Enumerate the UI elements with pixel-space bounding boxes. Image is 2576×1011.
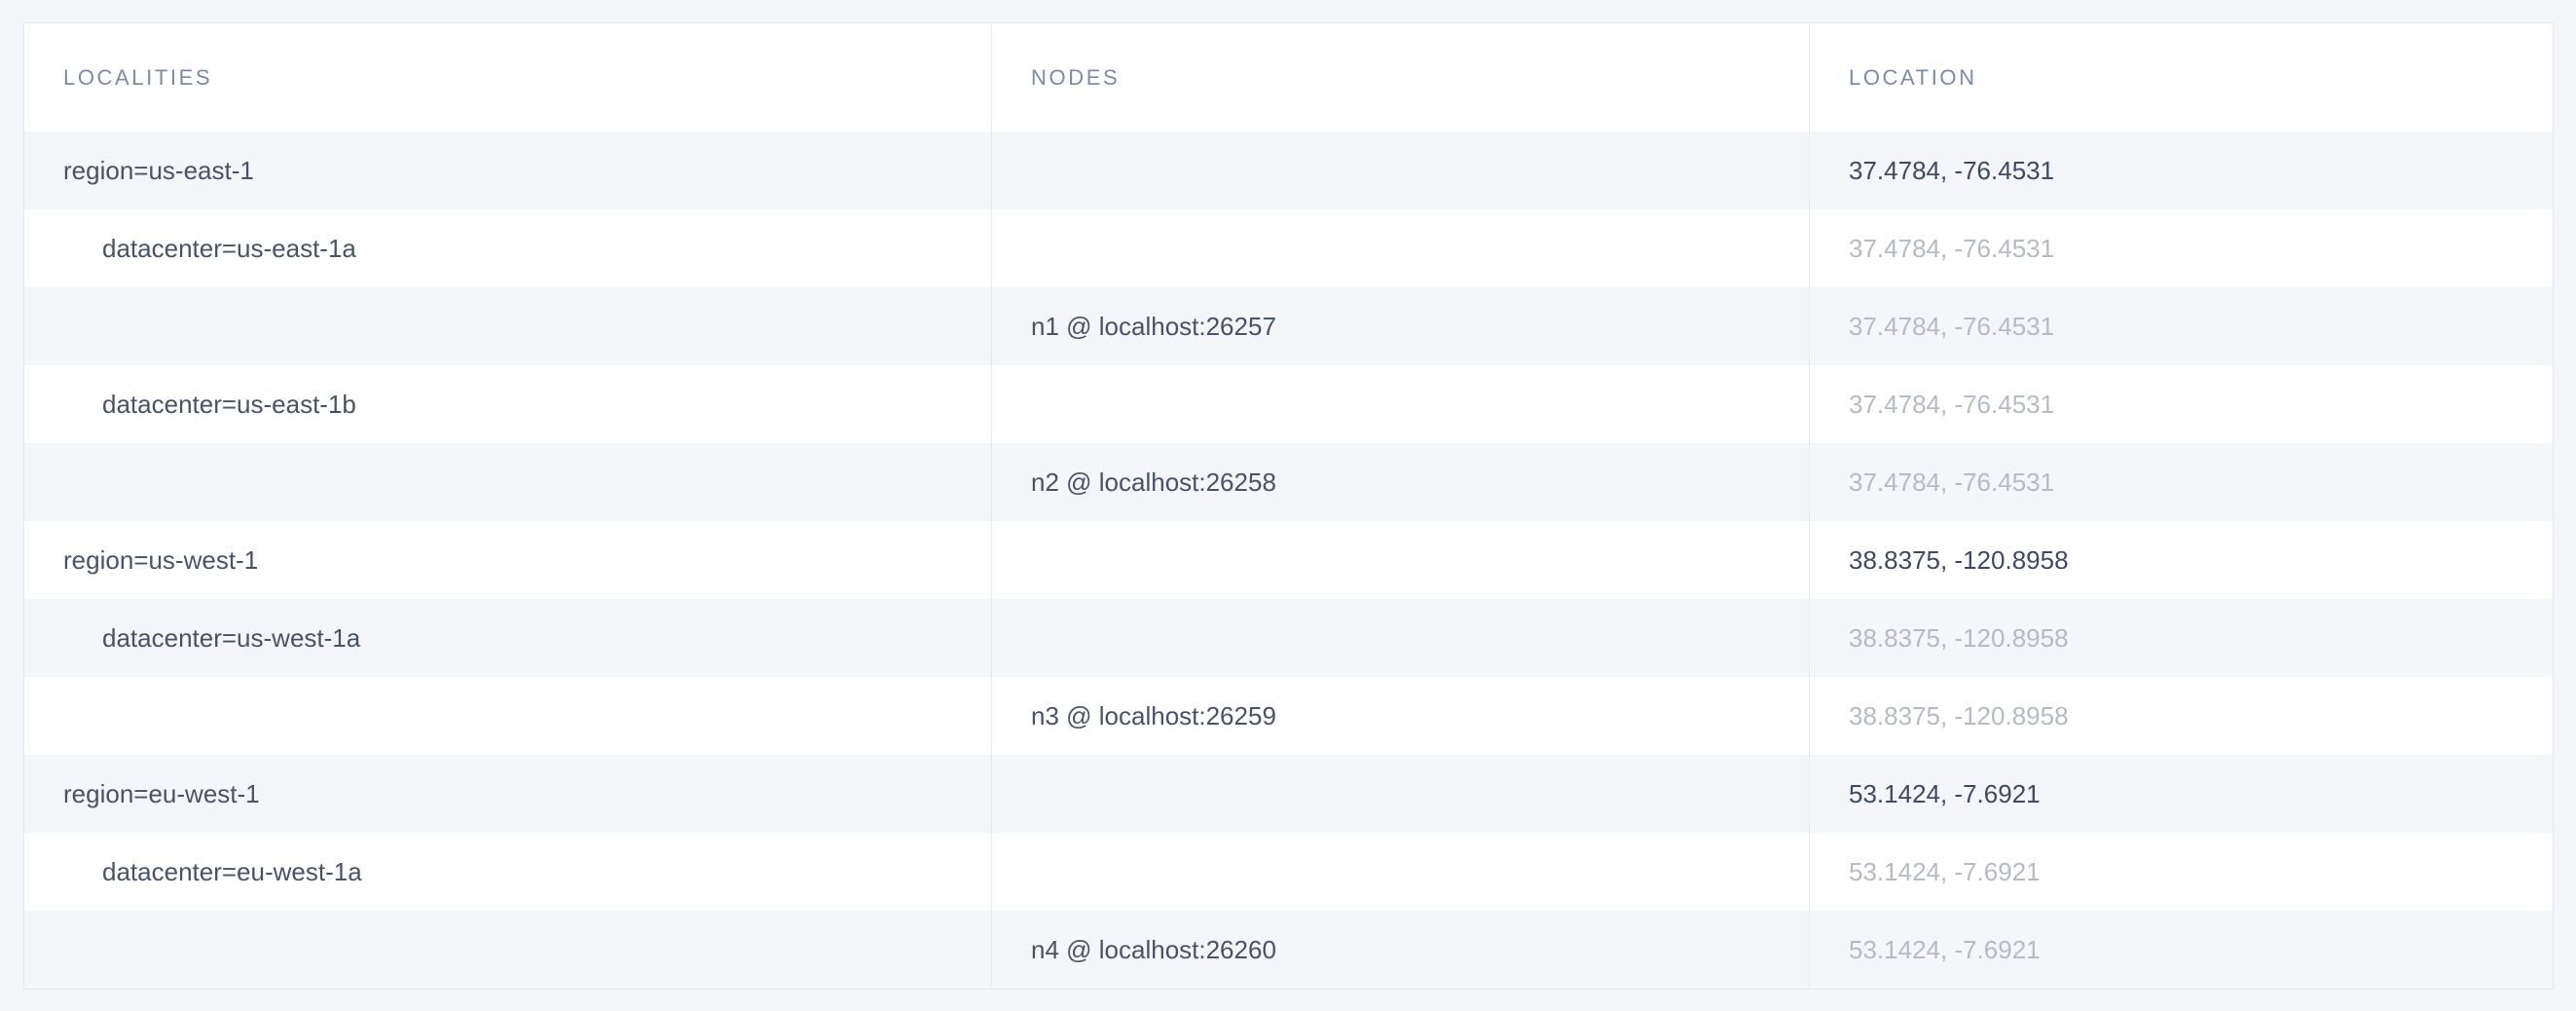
location-cell: 38.8375, -120.8958 xyxy=(1809,599,2554,677)
table-row-region: region=us-east-1 37.4784, -76.4531 xyxy=(23,131,2554,209)
table-row-datacenter: datacenter=us-east-1a 37.4784, -76.4531 xyxy=(23,209,2554,287)
table-row-node: n3 @ localhost:26259 38.8375, -120.8958 xyxy=(23,677,2554,755)
column-header-localities: Localities xyxy=(23,22,992,131)
locality-cell: datacenter=us-east-1a xyxy=(23,209,992,287)
location-cell: 37.4784, -76.4531 xyxy=(1809,287,2554,365)
node-cell xyxy=(991,833,1810,911)
locality-cell xyxy=(23,287,992,365)
node-cell xyxy=(991,755,1810,833)
locality-cell: region=us-east-1 xyxy=(23,131,992,209)
node-cell xyxy=(991,131,1810,209)
table-header: Localities Nodes Location xyxy=(23,22,2554,131)
locality-cell xyxy=(23,677,992,755)
node-cell xyxy=(991,599,1810,677)
node-cell xyxy=(991,209,1810,287)
localities-table: Localities Nodes Location region=us-east… xyxy=(23,22,2554,990)
locality-cell: datacenter=us-east-1b xyxy=(23,365,992,443)
locality-cell: datacenter=eu-west-1a xyxy=(23,833,992,911)
location-cell: 53.1424, -7.6921 xyxy=(1809,911,2554,990)
localities-report: Localities Nodes Location region=us-east… xyxy=(23,22,2554,990)
locality-cell xyxy=(23,443,992,521)
node-cell: n3 @ localhost:26259 xyxy=(991,677,1810,755)
location-cell: 37.4784, -76.4531 xyxy=(1809,209,2554,287)
locality-cell: region=us-west-1 xyxy=(23,521,992,599)
table-row-region: region=us-west-1 38.8375, -120.8958 xyxy=(23,521,2554,599)
node-cell: n1 @ localhost:26257 xyxy=(991,287,1810,365)
location-cell: 53.1424, -7.6921 xyxy=(1809,755,2554,833)
table-row-node: n4 @ localhost:26260 53.1424, -7.6921 xyxy=(23,911,2554,990)
table-row-region: region=eu-west-1 53.1424, -7.6921 xyxy=(23,755,2554,833)
node-cell xyxy=(991,521,1810,599)
table-row-node: n1 @ localhost:26257 37.4784, -76.4531 xyxy=(23,287,2554,365)
location-cell: 38.8375, -120.8958 xyxy=(1809,521,2554,599)
locality-cell: datacenter=us-west-1a xyxy=(23,599,992,677)
table-row-datacenter: datacenter=us-east-1b 37.4784, -76.4531 xyxy=(23,365,2554,443)
column-header-location: Location xyxy=(1809,22,2554,131)
table-row-node: n2 @ localhost:26258 37.4784, -76.4531 xyxy=(23,443,2554,521)
location-cell: 53.1424, -7.6921 xyxy=(1809,833,2554,911)
header-row: Localities Nodes Location xyxy=(23,22,2554,131)
table-row-datacenter: datacenter=eu-west-1a 53.1424, -7.6921 xyxy=(23,833,2554,911)
locality-cell xyxy=(23,911,992,990)
column-header-nodes: Nodes xyxy=(991,22,1810,131)
node-cell: n2 @ localhost:26258 xyxy=(991,443,1810,521)
node-cell xyxy=(991,365,1810,443)
node-cell: n4 @ localhost:26260 xyxy=(991,911,1810,990)
location-cell: 37.4784, -76.4531 xyxy=(1809,131,2554,209)
table-body: region=us-east-1 37.4784, -76.4531 datacen… xyxy=(23,131,2554,990)
location-cell: 37.4784, -76.4531 xyxy=(1809,365,2554,443)
location-cell: 38.8375, -120.8958 xyxy=(1809,677,2554,755)
locality-cell: region=eu-west-1 xyxy=(23,755,992,833)
table-row-datacenter: datacenter=us-west-1a 38.8375, -120.8958 xyxy=(23,599,2554,677)
location-cell: 37.4784, -76.4531 xyxy=(1809,443,2554,521)
